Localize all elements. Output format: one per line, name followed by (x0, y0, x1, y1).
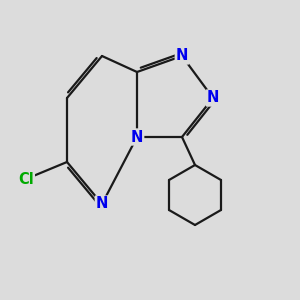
Text: N: N (207, 91, 219, 106)
Text: N: N (96, 196, 108, 211)
Text: Cl: Cl (18, 172, 34, 187)
Text: N: N (131, 130, 143, 145)
Text: N: N (176, 49, 188, 64)
